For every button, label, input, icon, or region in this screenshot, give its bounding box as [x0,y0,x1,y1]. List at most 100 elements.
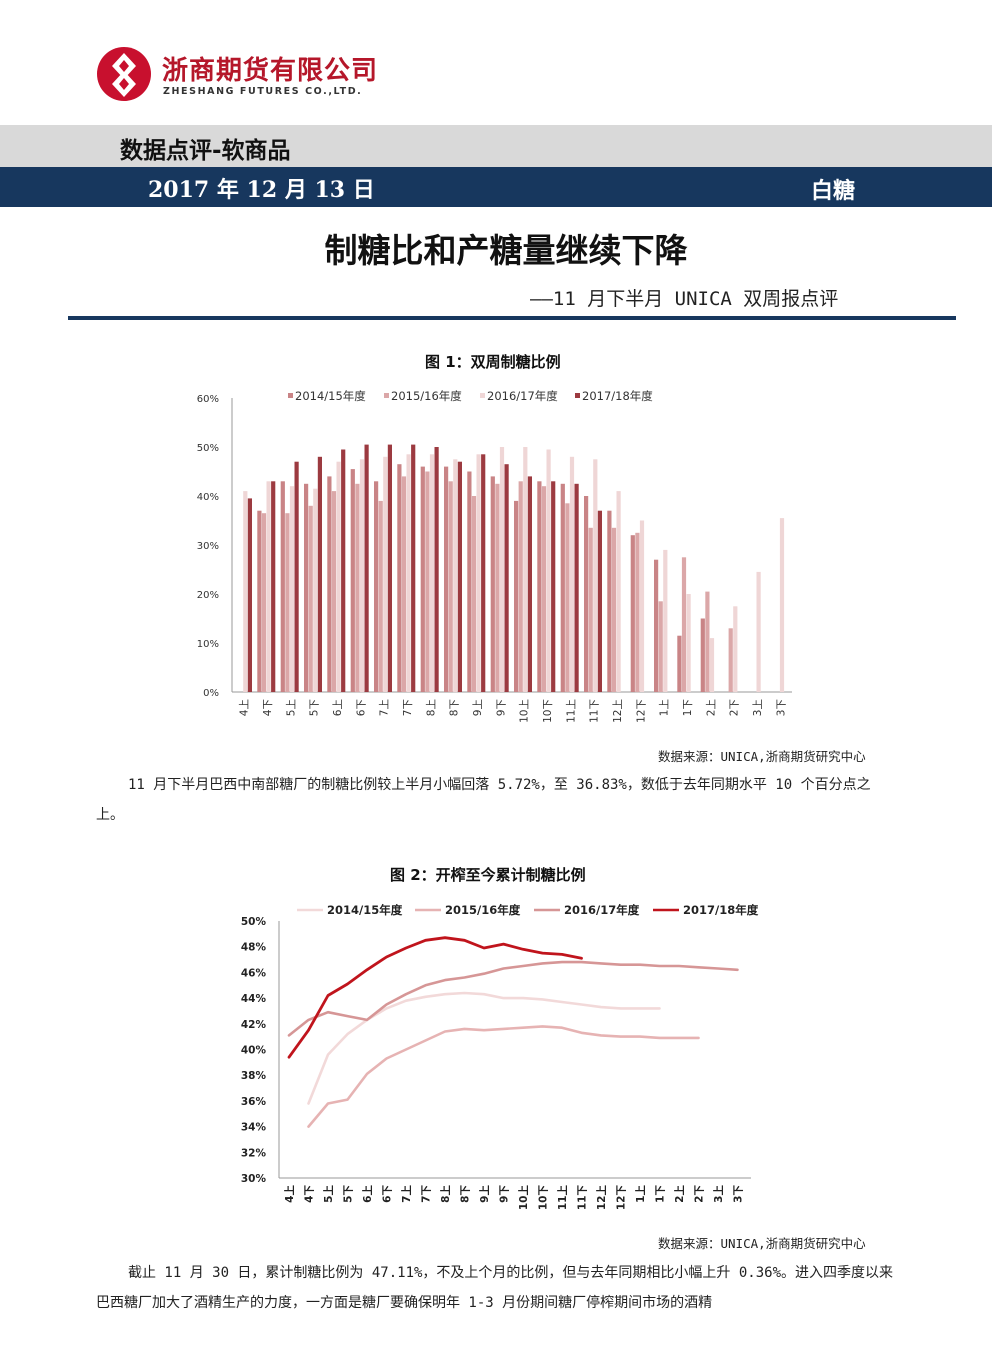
figure2-title: 图 2：开榨至今累计制糖比例 [390,866,586,884]
bar [681,557,687,693]
x-tick-label: 3上 [712,1185,725,1203]
y-tick-label: 42% [241,1019,267,1031]
bar [616,491,621,692]
x-tick-label: 10下 [538,1185,550,1211]
bar [406,454,411,692]
bar [285,513,290,692]
bar [425,471,430,692]
bar [397,464,402,692]
category-bar [0,125,992,167]
x-tick-label: 4下 [262,699,274,716]
bar [728,628,733,692]
x-tick-label: 12上 [595,1185,608,1211]
x-tick-label: 2下 [729,699,741,716]
x-tick-label: 11下 [589,699,601,723]
legend-label: 2016/17年度 [564,903,640,917]
x-tick-label: 2上 [673,1185,686,1203]
bar [565,503,570,692]
bar [584,496,589,692]
y-tick-label: 40% [241,1045,267,1057]
y-tick-label: 30% [241,1173,267,1185]
x-tick-label: 9下 [495,699,507,716]
bar [331,491,337,692]
y-tick-label: 30% [197,541,219,552]
series-line [307,991,661,1105]
bar [411,444,416,692]
bar [476,454,481,692]
bar [341,449,346,692]
bar [607,510,612,692]
x-tick-label: 10上 [519,699,531,723]
report-date: 2017 年 12 月 13 日 [148,177,375,203]
bar [364,444,369,692]
legend-swatch [575,393,580,398]
x-tick-label: 1上 [659,699,671,716]
x-tick-label: 12上 [612,699,624,723]
commodity-label: 白糖 [811,179,856,204]
x-tick-label: 1下 [655,1185,667,1203]
x-tick-label: 2上 [705,699,717,716]
bar-chart: 0% 10% 20% 30% 40% 50% 60% 4上 4下 5上 5下 6上 6下 7上 7下 8上 8下… [197,389,792,723]
paragraph-2: 截止 11 月 30 日，累计制糖比例为 47.11%，不及上个月的比例，但与去… [96,1265,894,1311]
bar [350,469,355,692]
series-line [287,960,739,1037]
bar [560,483,565,693]
bar [387,444,392,692]
bar [481,454,486,692]
legend-label: 2016/17年度 [487,389,558,403]
bar [327,476,332,692]
bar [420,466,425,692]
bar [635,532,640,693]
y-tick-label: 32% [241,1147,267,1159]
bar [294,461,299,692]
legend-swatch [288,393,293,398]
bar [574,483,579,693]
main-title: 制糖比和产糖量继续下降 [324,231,688,270]
bar [317,456,322,692]
x-tick-label: 4下 [304,1185,316,1203]
bar [336,461,341,692]
series-line [307,1025,700,1128]
bar [448,481,453,692]
x-tick-label: 2下 [694,1185,706,1203]
bar [518,481,523,692]
bar [654,559,659,692]
bar [658,601,663,692]
x-tick-label: 7上 [400,1185,413,1203]
x-tick-label: 7下 [402,699,414,716]
x-tick-label: 6下 [355,699,367,716]
bar [243,491,248,692]
y-tick-label: 50% [197,443,219,454]
bar [444,466,449,692]
y-tick-label: 10% [197,639,219,650]
x-tick-label: 3下 [733,1185,745,1203]
x-tick-label: 11上 [556,1185,569,1211]
x-tick-label: 8下 [449,699,461,716]
bar [304,483,309,693]
bar [453,459,458,693]
bar [779,518,785,692]
bar [434,447,439,692]
sub-title: ——11 月下半月 UNICA 双周报点评 [530,288,839,310]
x-tick-label: 4上 [239,699,251,716]
x-tick-label: 5下 [343,1185,355,1203]
bar [266,481,271,692]
bar [709,638,715,692]
y-tick-label: 44% [241,993,267,1005]
bar [756,571,761,692]
x-tick-label: 5上 [322,1185,335,1203]
bar [467,471,472,692]
bar [700,618,705,692]
y-tick-label: 48% [241,942,267,954]
bar [546,449,551,692]
bar [308,505,313,692]
x-tick-label: 6上 [361,1185,374,1203]
title-divider [68,316,956,320]
x-tick-label: 4上 [283,1185,296,1203]
x-tick-label: 3下 [775,699,787,716]
figure1-source: 数据来源：UNICA,浙商期货研究中心 [658,749,866,764]
x-tick-label: 1上 [634,1185,647,1203]
bar [495,483,500,693]
bar [527,476,532,692]
bar [355,483,360,693]
